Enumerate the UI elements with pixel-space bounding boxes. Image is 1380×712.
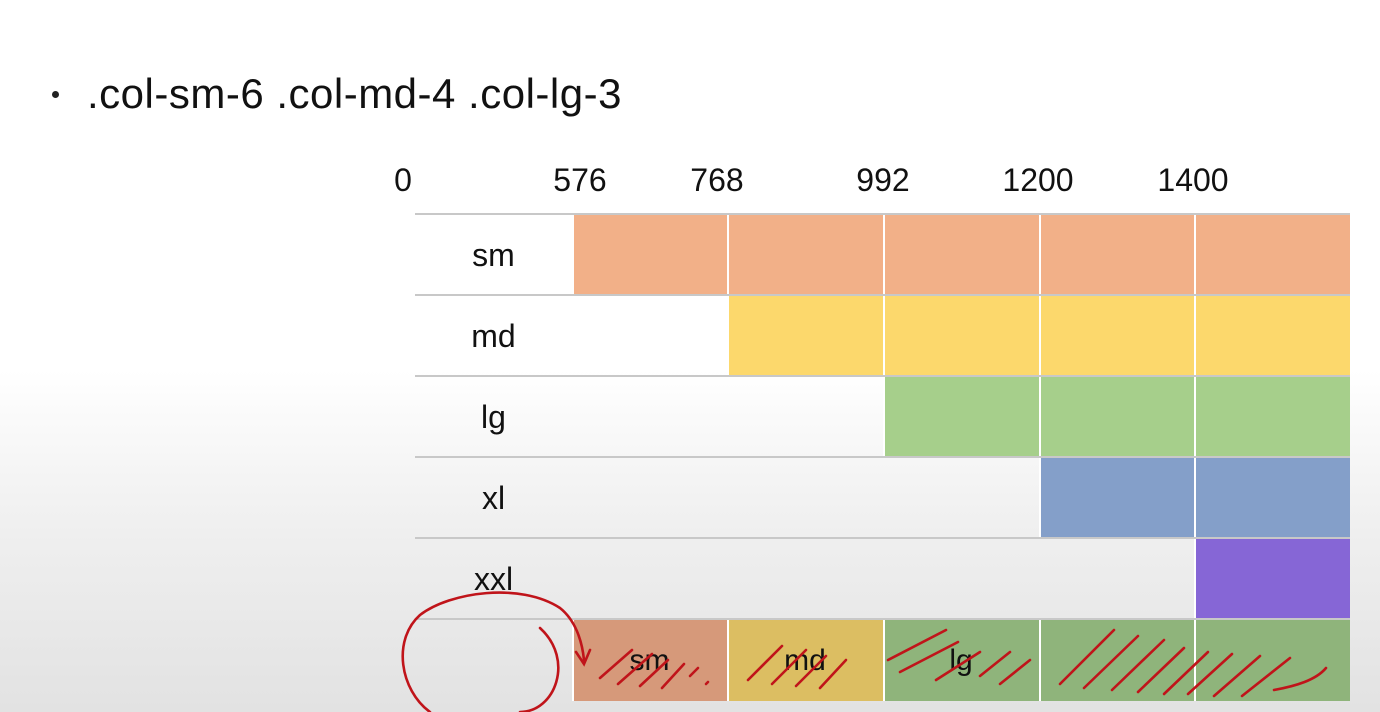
tier-cell-sm-1 xyxy=(572,215,727,296)
tier-cell-lg-3 xyxy=(883,377,1039,458)
result-label-lg: lg xyxy=(949,643,973,677)
tier-cell-sm-2 xyxy=(727,215,883,296)
breakpoint-label-768: 768 xyxy=(690,162,744,198)
tier-label: md xyxy=(471,318,516,354)
tier-cell-xl-4 xyxy=(1039,458,1194,539)
tier-label: xxl xyxy=(473,561,514,597)
result-row: sm md lg xyxy=(415,618,1350,701)
tier-label: xl xyxy=(481,480,506,516)
tier-row-xl: xl xyxy=(415,456,1350,539)
bullet-heading: .col-sm-6 .col-md-4 .col-lg-3 xyxy=(52,66,622,122)
tier-label: sm xyxy=(472,237,515,273)
tier-row-md: md xyxy=(415,294,1350,377)
heading-text: .col-sm-6 .col-md-4 .col-lg-3 xyxy=(87,70,622,117)
tier-cell-md-3 xyxy=(883,296,1039,377)
result-label-sm: sm xyxy=(629,643,670,677)
result-label-md: md xyxy=(784,643,826,677)
tier-cell-xxl-5 xyxy=(1194,539,1350,620)
tier-row-lg: lg xyxy=(415,375,1350,458)
breakpoint-label-1200: 1200 xyxy=(1002,162,1074,198)
tier-cell-md-2 xyxy=(727,296,883,377)
breakpoint-label-0: 0 xyxy=(394,162,412,198)
tier-cell-sm-4 xyxy=(1039,215,1194,296)
bullet-dot-icon xyxy=(52,90,59,98)
result-cell-lg-5 xyxy=(1194,620,1350,701)
tier-row-sm: sm xyxy=(415,213,1350,296)
tier-row-xxl: xxl xyxy=(415,537,1350,620)
tier-cell-md-4 xyxy=(1039,296,1194,377)
tier-cell-lg-4 xyxy=(1039,377,1194,458)
tier-cell-sm-5 xyxy=(1194,215,1350,296)
breakpoint-label-992: 992 xyxy=(856,162,910,198)
tier-cell-sm-3 xyxy=(883,215,1039,296)
result-cell-lg-4 xyxy=(1039,620,1194,701)
tier-cell-md-5 xyxy=(1194,296,1350,377)
tier-cell-lg-5 xyxy=(1194,377,1350,458)
tier-cell-xl-5 xyxy=(1194,458,1350,539)
breakpoint-grid: sm md lg xl xxl sm md lg xyxy=(415,213,1350,701)
tier-label: lg xyxy=(481,399,506,435)
breakpoint-label-1400: 1400 xyxy=(1157,162,1229,198)
breakpoint-label-576: 576 xyxy=(553,162,607,198)
